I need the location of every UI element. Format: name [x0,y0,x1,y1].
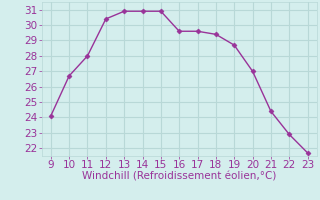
X-axis label: Windchill (Refroidissement éolien,°C): Windchill (Refroidissement éolien,°C) [82,172,276,182]
